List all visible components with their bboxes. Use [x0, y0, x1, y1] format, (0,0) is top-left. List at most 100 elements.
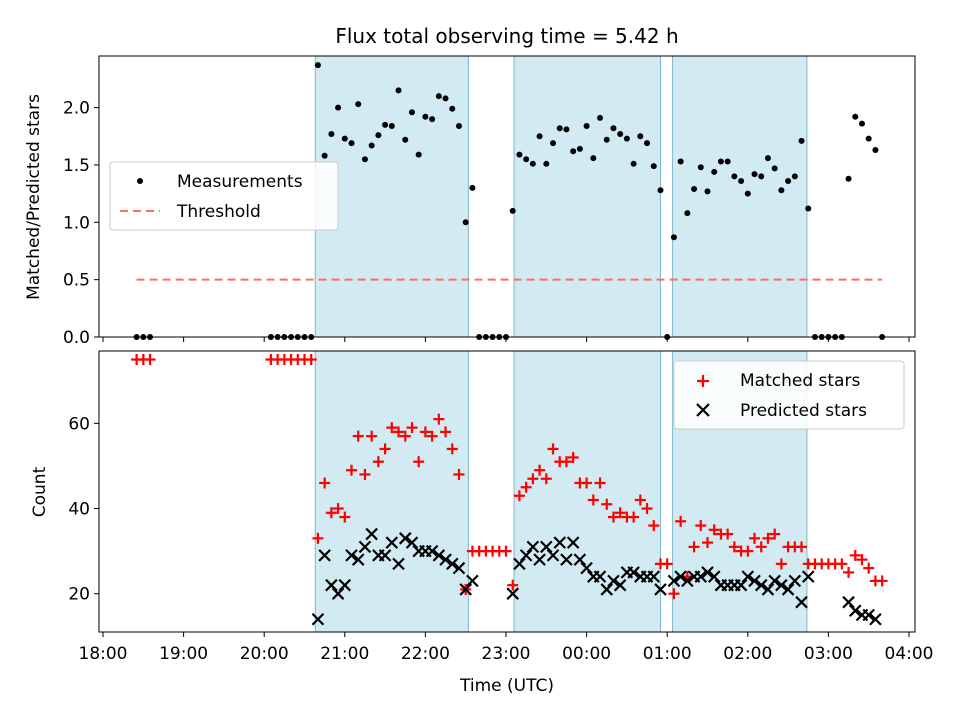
measurement-point	[798, 137, 805, 144]
predicted-stars-point	[459, 583, 472, 596]
matched-stars-point	[641, 503, 653, 515]
predicted-stars-point	[533, 553, 546, 566]
y-tick-label: 60	[68, 414, 90, 434]
measurement-point	[778, 187, 785, 194]
measurement-point	[402, 136, 409, 143]
matched-stars-point	[513, 490, 525, 502]
matched-stars-point	[339, 511, 351, 523]
measurement-point	[429, 116, 436, 123]
measurement-point	[603, 136, 610, 143]
matched-stars-point	[399, 430, 411, 442]
measurement-point	[509, 207, 516, 214]
predicted-stars-point	[768, 574, 781, 588]
predicted-stars-point	[553, 536, 567, 549]
measurement-point	[590, 155, 597, 162]
ratio-panel-y-axis-label: Matched/Predicted stars	[24, 94, 44, 300]
measurement-point	[328, 130, 335, 137]
measurement-point	[865, 135, 872, 142]
predicted-stars-point	[801, 570, 815, 583]
predicted-stars-point	[788, 574, 802, 588]
matched-stars-point	[560, 456, 572, 468]
predicted-stars-point	[345, 549, 358, 562]
measurement-point	[375, 132, 382, 139]
x-tick-label: 23:00	[482, 644, 531, 664]
x-tick-label: 21:00	[320, 644, 369, 664]
legend-matched-stars-marker	[697, 375, 709, 387]
matched-stars-point	[359, 468, 371, 480]
predicted-stars-point	[761, 583, 775, 596]
predicted-stars-point	[701, 566, 714, 579]
measurement-point	[791, 173, 798, 180]
predicted-stars-point	[580, 561, 593, 575]
ratio-panel-frame	[98, 55, 916, 338]
matched-stars-point	[507, 579, 519, 591]
matched-stars-point	[352, 430, 364, 442]
predicted-stars-point	[466, 574, 479, 588]
predicted-stars-point	[385, 536, 399, 549]
matched-stars-point	[836, 558, 848, 570]
measurement-point	[717, 158, 724, 165]
x-tick-label: 18:00	[79, 644, 128, 664]
measurement-point	[644, 140, 651, 147]
count-panel-legend-box	[673, 360, 905, 430]
measurement-point	[422, 113, 429, 120]
legend-threshold-label: Threshold	[176, 202, 261, 222]
measurement-point	[724, 158, 731, 165]
matched-stars-point	[372, 456, 384, 468]
measurement-point	[623, 135, 630, 142]
predicted-stars-point	[439, 553, 452, 566]
count-panel-x-ticks: 18:00 19:00 20:00 21:00 22:00 23:00 00:00 01:00…	[79, 632, 934, 664]
predicted-stars-point	[331, 587, 345, 600]
matched-stars-point	[856, 554, 868, 566]
legend-measurements-label: Measurements	[177, 172, 303, 192]
y-tick-label: 0.5	[63, 271, 90, 291]
predicted-stars-point	[318, 549, 331, 562]
predicted-stars-point	[405, 536, 419, 549]
x-axis-label: Time (UTC)	[459, 676, 554, 696]
predicted-stars-point	[526, 540, 540, 554]
measurement-point	[650, 163, 657, 170]
matched-stars-point	[547, 443, 559, 455]
matched-stars-point	[406, 422, 418, 434]
matched-stars-point	[843, 566, 855, 578]
measurement-point	[630, 160, 637, 167]
predicted-stars-point	[647, 570, 661, 583]
count-panel-y-ticks: 20 40 60	[68, 414, 99, 605]
measurement-point	[610, 125, 617, 132]
matched-stars-point	[695, 520, 707, 532]
y-tick-label: 0.0	[63, 328, 90, 348]
predicted-stars-point	[613, 578, 627, 592]
ratio-panel-shaded-intervals	[314, 55, 808, 338]
matched-stars-point	[796, 541, 808, 553]
predicted-stars-point	[560, 553, 573, 566]
predicted-stars-point	[392, 557, 405, 571]
measurement-point	[556, 125, 563, 132]
matched-stars-point	[648, 520, 660, 532]
predicted-stars-point	[425, 544, 439, 558]
x-tick-label: 00:00	[562, 644, 611, 664]
measurement-point	[529, 160, 536, 167]
matched-stars-point	[325, 507, 337, 519]
x-tick-label: 20:00	[240, 644, 289, 664]
predicted-stars-point	[674, 570, 687, 583]
matched-stars-point	[594, 477, 606, 489]
measurement-point	[704, 188, 711, 195]
legend-measurements-marker	[137, 178, 143, 184]
measurement-point	[462, 219, 469, 226]
measurement-point	[657, 187, 664, 194]
measurement-point	[771, 165, 778, 172]
matched-stars-point	[876, 575, 888, 587]
matched-stars-point	[527, 473, 539, 485]
matched-stars-point	[379, 443, 391, 455]
ratio-panel-x-ticks	[102, 337, 910, 342]
predicted-stars-point	[378, 549, 392, 562]
measurement-point	[321, 152, 328, 159]
measurement-point	[415, 151, 422, 158]
predicted-stars-point	[445, 557, 459, 571]
count-panel-y-axis-label: Count	[30, 466, 50, 517]
matched-stars-point	[144, 354, 156, 366]
measurement-point	[845, 175, 852, 182]
matched-stars-point	[614, 507, 626, 519]
matched-stars-point	[601, 498, 613, 510]
predicted-stars-point	[707, 570, 721, 583]
